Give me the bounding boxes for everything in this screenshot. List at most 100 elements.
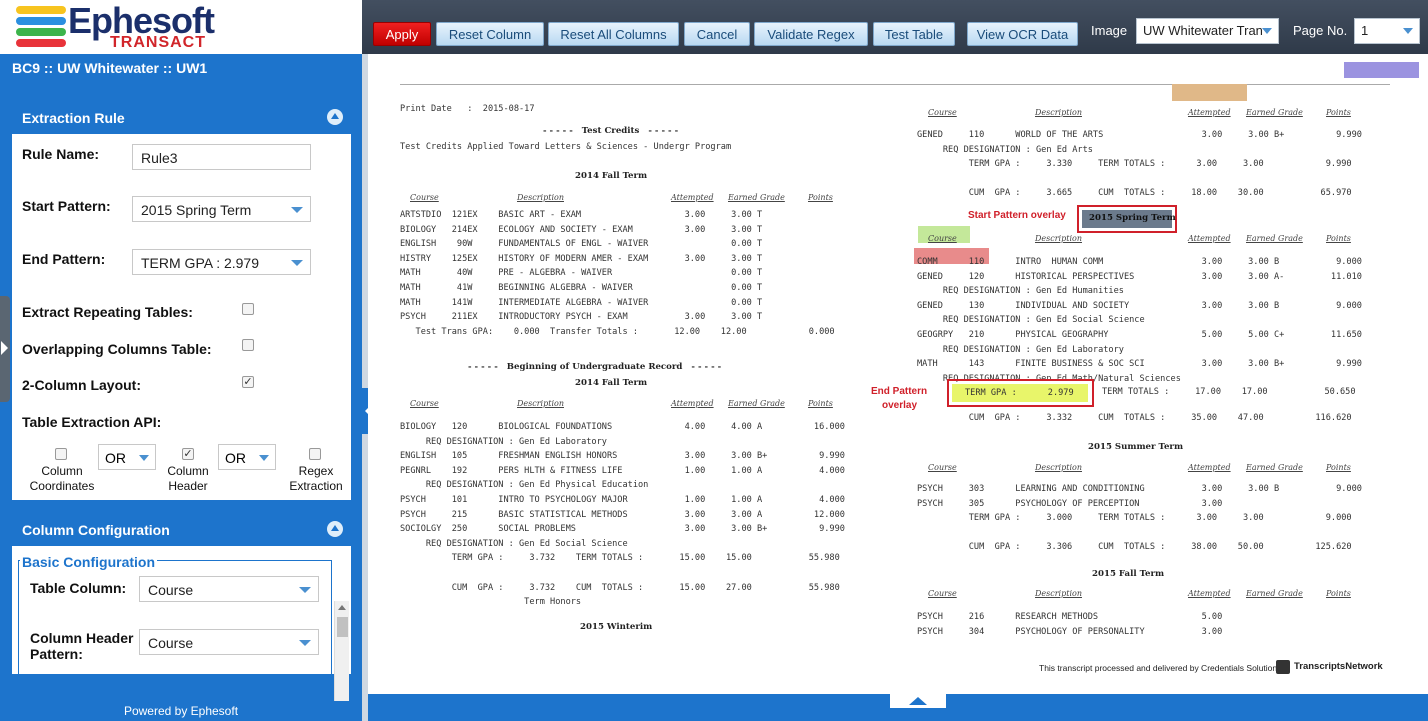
highlight-block xyxy=(1344,62,1419,78)
transcript-row: GEOGRPY 210 PHYSICAL GEOGRAPHY 5.00 5.00… xyxy=(917,329,1362,340)
logo-subbrand: TRANSACT xyxy=(110,34,206,51)
column-configuration-title: Column Configuration xyxy=(22,522,170,538)
validate-regex-button[interactable]: Validate Regex xyxy=(754,22,868,46)
col-header-course: Course xyxy=(928,463,957,472)
col-header-description: Description xyxy=(517,399,564,408)
left-panel: BC9 :: UW Whitewater :: UW1 Extraction R… xyxy=(0,54,362,721)
col-header-points: Points xyxy=(808,193,833,202)
column-highlight xyxy=(918,226,970,243)
end-pattern-overlay-box[interactable]: TERM GPA : 2.979 xyxy=(947,379,1094,407)
rule-name-input[interactable]: Rule3 xyxy=(132,144,311,170)
summer-2015-rows: PSYCH 303 LEARNING AND CONDITIONING 3.00… xyxy=(917,482,1362,555)
extraction-rule-header[interactable]: Extraction Rule xyxy=(12,100,351,134)
collapse-icon[interactable] xyxy=(327,521,343,537)
regex-extraction-checkbox[interactable] xyxy=(309,448,321,460)
logo-brand: Ephesoft xyxy=(68,0,215,41)
transcript-row: REQ DESIGNATION : Gen Ed Laboratory xyxy=(917,344,1124,355)
transcript-row: PSYCH 304 PSYCHOLOGY OF PERSONALITY 3.00 xyxy=(917,626,1223,637)
extract-repeating-checkbox[interactable] xyxy=(242,303,254,315)
start-pattern-overlay-box[interactable]: 2015 Spring Term xyxy=(1077,205,1177,233)
scroll-up-icon[interactable] xyxy=(338,605,346,610)
transcript-row: REQ DESIGNATION : Gen Ed Physical Educat… xyxy=(400,480,649,491)
logo-bars-icon xyxy=(16,6,66,50)
transcript-row xyxy=(917,526,1362,541)
transcript-row: REQ DESIGNATION : Gen Ed Social Science xyxy=(917,315,1145,326)
panel-splitter[interactable] xyxy=(362,54,368,721)
scroll-thumb[interactable] xyxy=(337,617,348,637)
term-totals-row: TERM TOTALS : 17.00 17.00 50.650 xyxy=(1102,387,1356,397)
transcript-row: BIOLOGY 214EX ECOLOGY AND SOCIETY - EXAM… xyxy=(400,224,763,235)
transcript-row: TERM GPA : 3.000 TERM TOTALS : 3.00 3.00… xyxy=(917,513,1352,524)
col-header-description: Description xyxy=(1035,108,1082,117)
chevron-down-icon xyxy=(1403,28,1413,34)
end-pattern-select[interactable]: TERM GPA : 2.979 xyxy=(132,249,311,275)
column-header-checkbox[interactable]: ✓ xyxy=(182,447,194,460)
transcripts-network-brand: TranscriptsNetwork xyxy=(1294,661,1383,672)
transcript-row: PSYCH 216 RESEARCH METHODS 5.00 xyxy=(917,612,1223,622)
two-column-layout-checkbox[interactable]: ✓ xyxy=(242,375,254,388)
transcript-row: HISTRY 125EX HISTORY OF MODERN AMER - EX… xyxy=(400,253,763,264)
column-configuration-panel: Column Configuration Basic Configuration… xyxy=(10,510,353,676)
term-heading: 2015 Fall Term xyxy=(1092,569,1165,579)
transcript-row: MATH 143 FINITE BUSINESS & SOC SCI 3.00 … xyxy=(917,359,1362,370)
expand-left-tab[interactable] xyxy=(0,296,10,402)
apply-button[interactable]: Apply xyxy=(373,22,431,46)
collapse-icon[interactable] xyxy=(327,109,343,125)
overlapping-columns-label: Overlapping Columns Table: xyxy=(22,341,212,357)
expand-bottom-tab[interactable] xyxy=(890,694,946,708)
basic-configuration-title: Basic Configuration xyxy=(20,554,158,570)
transcript-row xyxy=(917,172,1362,187)
start-pattern-overlay-label: Start Pattern overlay xyxy=(968,210,1066,221)
fall-2015-rows: PSYCH 216 RESEARCH METHODS 5.00 PSYCH 304… xyxy=(917,610,1222,639)
image-select[interactable]: UW Whitewater Tran xyxy=(1136,18,1279,44)
transcript-row: REQ DESIGNATION : Gen Ed Social Science xyxy=(400,538,628,549)
col-header-attempted: Attempted xyxy=(1188,108,1231,117)
view-ocr-data-button[interactable]: View OCR Data xyxy=(967,22,1078,46)
cancel-button[interactable]: Cancel xyxy=(684,22,750,46)
transcript-row: ARTSTDIO 121EX BASIC ART - EXAM 3.00 3.0… xyxy=(400,210,763,220)
image-select-value: UW Whitewater Tran xyxy=(1143,23,1263,38)
transcript-row: BIOLOGY 120 BIOLOGICAL FOUNDATIONS 4.00 … xyxy=(400,422,845,432)
col-header-attempted: Attempted xyxy=(1188,589,1231,598)
col-header-course: Course xyxy=(410,193,439,202)
column-coordinates-checkbox[interactable] xyxy=(55,448,67,460)
transcript-document: Print Date : 2015-08-17 - - - - - Test C… xyxy=(368,54,1428,694)
overlapping-columns-checkbox[interactable] xyxy=(242,339,254,351)
test-credits-rows: ARTSTDIO 121EX BASIC ART - EXAM 3.00 3.0… xyxy=(400,208,835,339)
column-header-pattern-value: Course xyxy=(148,635,194,651)
chevron-down-icon xyxy=(291,260,303,266)
extraction-rule-panel: Extraction Rule Rule Name: Rule3 Start P… xyxy=(10,98,353,502)
table-extraction-api-label: Table Extraction API: xyxy=(22,414,162,430)
rule-name-label: Rule Name: xyxy=(22,146,100,162)
reset-all-columns-button[interactable]: Reset All Columns xyxy=(548,22,679,46)
api-operator-2-select[interactable]: OR xyxy=(218,444,276,470)
col-header-attempted: Attempted xyxy=(1188,234,1231,243)
term-heading: 2014 Fall Term xyxy=(575,378,648,388)
cum-gpa-row: CUM GPA : 3.332 CUM TOTALS : 35.00 47.00… xyxy=(917,413,1352,423)
page-no-select[interactable]: 1 xyxy=(1354,18,1420,44)
transcript-row xyxy=(400,566,845,581)
transcript-row: TERM GPA : 3.732 TERM TOTALS : 15.00 15.… xyxy=(400,553,840,564)
column-header-pattern-select[interactable]: Course xyxy=(139,629,319,655)
test-table-button[interactable]: Test Table xyxy=(873,22,955,46)
table-column-select[interactable]: Course xyxy=(139,576,319,602)
col-header-points: Points xyxy=(1326,589,1351,598)
col-header-course: Course xyxy=(410,399,439,408)
start-pattern-select[interactable]: 2015 Spring Term xyxy=(132,196,311,222)
extraction-rule-title: Extraction Rule xyxy=(22,110,125,126)
transcript-row: GENED 130 INDIVIDUAL AND SOCIETY 3.00 3.… xyxy=(917,300,1362,311)
end-pattern-label: End Pattern: xyxy=(22,251,106,267)
col-header-course: Course xyxy=(928,234,957,243)
reset-column-button[interactable]: Reset Column xyxy=(436,22,544,46)
transcript-row: CUM GPA : 3.665 CUM TOTALS : 18.00 30.00… xyxy=(917,188,1352,199)
col-header-description: Description xyxy=(1035,463,1082,472)
api-operator-1-select[interactable]: OR xyxy=(98,444,156,470)
column-header-pattern-label: Column Header Pattern: xyxy=(30,630,134,662)
column-configuration-header[interactable]: Column Configuration xyxy=(12,512,351,546)
end-pattern-overlay-label: End Pattern xyxy=(871,386,928,397)
transcript-row: TERM GPA : 3.330 TERM TOTALS : 3.00 3.00… xyxy=(917,159,1352,170)
document-viewer[interactable]: Print Date : 2015-08-17 - - - - - Test C… xyxy=(368,54,1428,694)
transcript-row: Term Honors xyxy=(400,597,582,608)
transcript-row: REQ DESIGNATION : Gen Ed Math/Natural Sc… xyxy=(917,373,1181,384)
